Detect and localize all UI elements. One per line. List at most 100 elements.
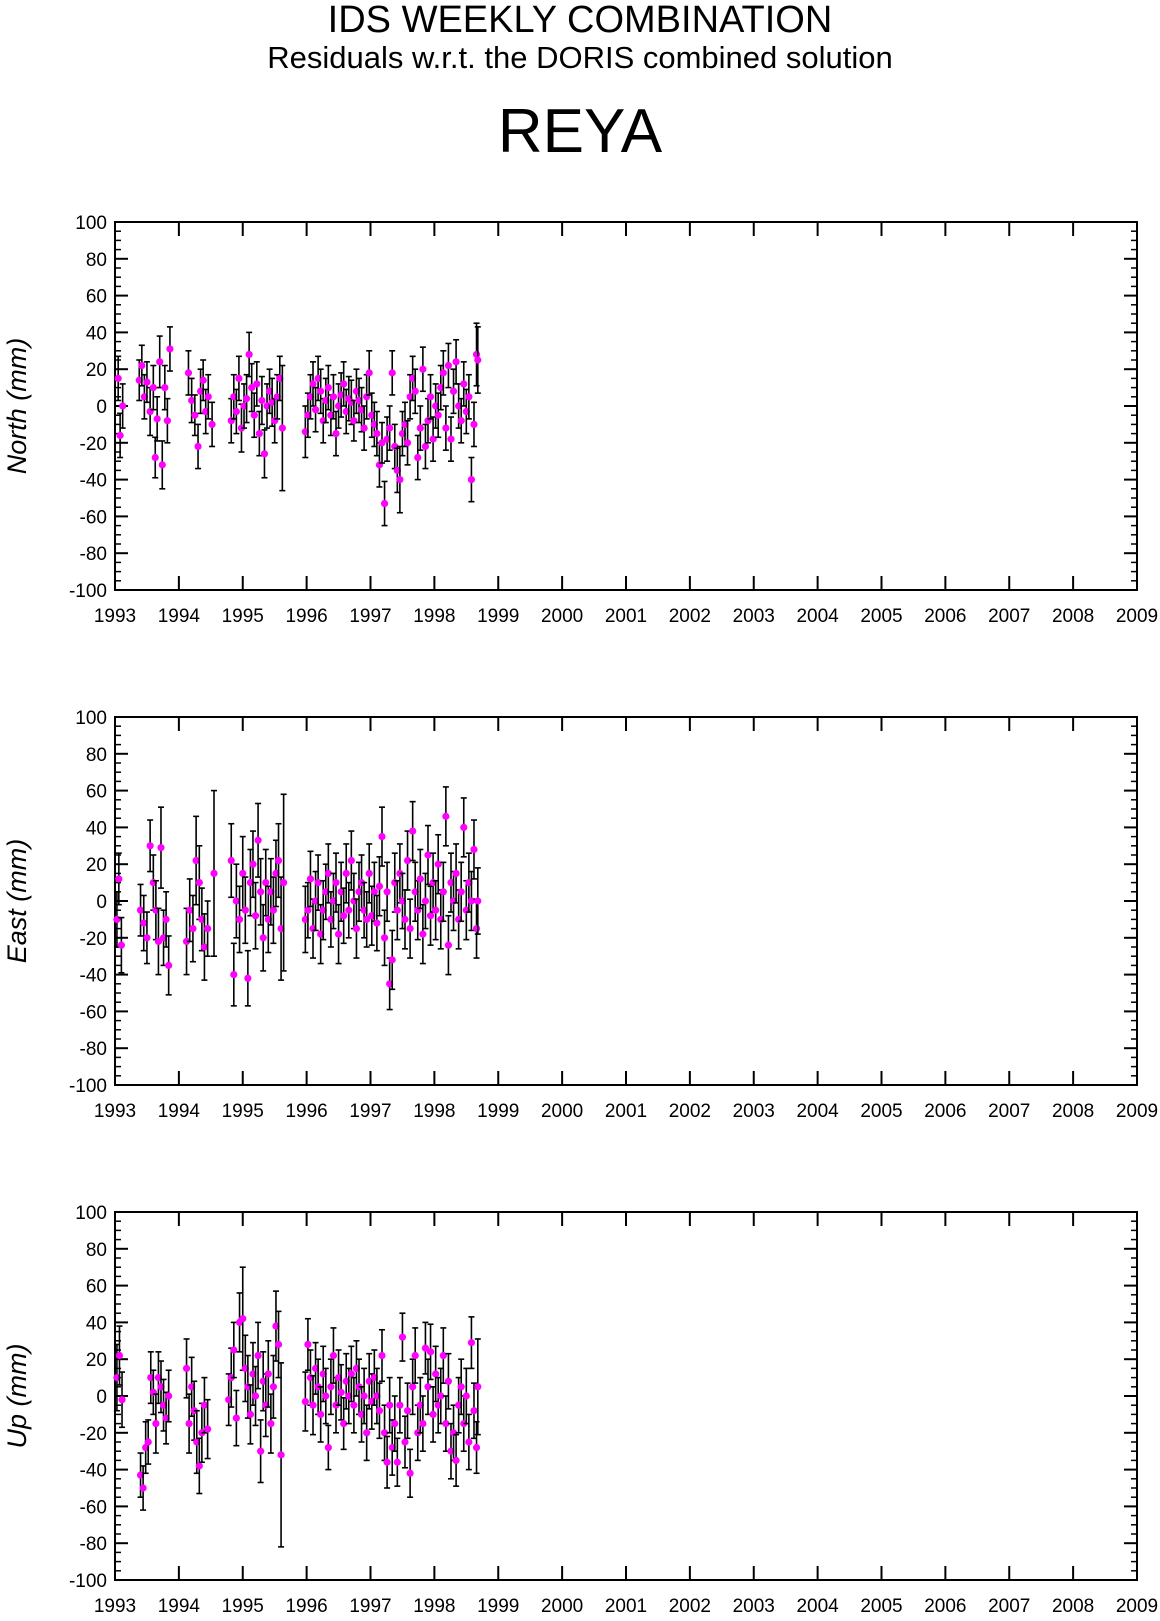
data-point	[186, 906, 194, 914]
x-tick-label: 2004	[796, 1101, 839, 1122]
x-tick-label: 2006	[924, 1101, 966, 1122]
chart-subtitle: Residuals w.r.t. the DORIS combined solu…	[267, 40, 893, 75]
data-point	[439, 369, 447, 377]
data-point	[429, 1410, 437, 1418]
y-tick-label: -60	[80, 507, 107, 528]
y-tick-label: -80	[80, 1039, 107, 1060]
data-point	[442, 812, 450, 820]
data-point	[340, 912, 348, 920]
data-point	[200, 943, 209, 951]
data-point	[189, 925, 197, 933]
data-point	[140, 919, 148, 927]
data-point	[340, 380, 348, 388]
data-point	[470, 1407, 478, 1415]
data-point	[235, 374, 243, 382]
y-tick-label: -40	[80, 966, 107, 987]
data-point	[457, 888, 465, 896]
data-point	[347, 1370, 355, 1378]
y-tick-label: -20	[80, 1424, 107, 1445]
y-tick-label: 20	[86, 855, 107, 876]
data-point	[383, 1458, 391, 1466]
data-point	[257, 888, 265, 896]
data-point	[467, 897, 476, 905]
data-point	[414, 453, 422, 462]
y-axis-label: North (mm)	[2, 338, 32, 475]
x-tick-label: 2009	[1116, 606, 1158, 627]
data-point	[151, 453, 159, 462]
y-tick-label: 40	[86, 818, 107, 839]
data-point	[470, 845, 478, 854]
data-point	[114, 374, 122, 382]
data-point	[419, 930, 427, 938]
data-point	[347, 856, 355, 865]
y-tick-label: 60	[86, 1277, 107, 1298]
data-point	[304, 906, 312, 914]
x-tick-label: 2004	[796, 606, 839, 627]
data-point	[444, 361, 453, 370]
data-point	[434, 411, 442, 419]
data-point	[301, 1397, 309, 1406]
data-point	[416, 875, 424, 883]
x-tick-label: 1999	[477, 1101, 519, 1122]
data-point	[314, 879, 322, 887]
data-point	[411, 387, 419, 395]
y-tick-label: 80	[86, 1240, 107, 1261]
data-point	[370, 888, 378, 896]
x-tick-label: 2003	[733, 606, 775, 627]
x-tick-label: 2005	[860, 606, 902, 627]
data-point	[426, 393, 435, 401]
data-point	[470, 420, 478, 428]
x-tick-label: 2002	[669, 606, 711, 627]
data-point	[393, 906, 401, 914]
x-tick-label: 1998	[413, 1101, 455, 1122]
y-tick-label: 100	[75, 708, 107, 729]
data-point	[162, 915, 170, 924]
data-point	[152, 1420, 160, 1428]
data-point	[166, 345, 174, 353]
data-point	[426, 912, 435, 920]
y-tick-label: 40	[86, 323, 107, 344]
data-point	[195, 879, 203, 887]
data-point	[383, 888, 391, 896]
data-point	[251, 912, 260, 920]
data-point	[251, 1392, 260, 1400]
x-tick-label: 1996	[285, 1596, 327, 1617]
x-tick-label: 2009	[1116, 1596, 1158, 1617]
x-tick-label: 1995	[222, 606, 264, 627]
data-point	[421, 897, 430, 905]
data-point	[262, 879, 270, 887]
data-point	[274, 856, 283, 865]
y-tick-label: -40	[80, 471, 107, 492]
x-tick-label: 2002	[669, 1596, 711, 1617]
data-point	[444, 941, 453, 949]
station-name: REYA	[497, 97, 663, 166]
data-point	[258, 396, 266, 405]
data-point	[360, 424, 368, 432]
data-point	[350, 417, 358, 425]
data-point	[460, 823, 468, 832]
data-point	[442, 424, 450, 432]
data-point	[309, 380, 317, 388]
y-tick-label: 20	[86, 1350, 107, 1371]
x-tick-label: 1999	[477, 1596, 519, 1617]
data-point	[444, 1377, 453, 1385]
x-tick-label: 2008	[1052, 1101, 1094, 1122]
data-point	[210, 869, 218, 878]
y-tick-label: -100	[69, 1076, 107, 1097]
data-point	[191, 411, 199, 419]
data-point	[474, 897, 482, 905]
y-tick-label: 80	[86, 250, 107, 271]
data-point	[139, 1484, 147, 1492]
data-point	[391, 1420, 399, 1428]
chart-title: IDS WEEKLY COMBINATION	[327, 0, 833, 41]
data-point	[244, 974, 252, 982]
data-point	[472, 925, 481, 933]
x-tick-label: 1998	[413, 606, 455, 627]
data-point	[182, 1364, 191, 1372]
data-point	[337, 1388, 345, 1396]
data-point	[227, 856, 235, 865]
data-point	[363, 915, 371, 924]
x-tick-label: 1997	[349, 1596, 391, 1617]
data-point	[474, 1383, 482, 1391]
data-point	[324, 384, 332, 392]
